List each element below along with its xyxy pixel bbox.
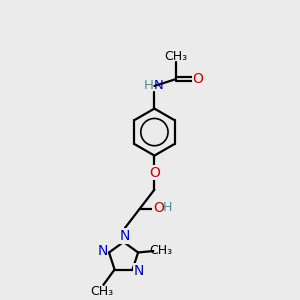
Text: O: O (153, 201, 164, 215)
Text: N: N (98, 244, 108, 258)
Text: O: O (149, 166, 160, 180)
Text: N: N (120, 229, 130, 243)
Text: H: H (144, 80, 154, 92)
Text: CH₃: CH₃ (165, 50, 188, 63)
Text: H: H (162, 201, 172, 214)
Text: CH₃: CH₃ (90, 285, 113, 298)
Text: CH₃: CH₃ (150, 244, 173, 257)
Text: N: N (153, 80, 163, 92)
Text: O: O (193, 72, 204, 86)
Text: N: N (134, 264, 144, 278)
